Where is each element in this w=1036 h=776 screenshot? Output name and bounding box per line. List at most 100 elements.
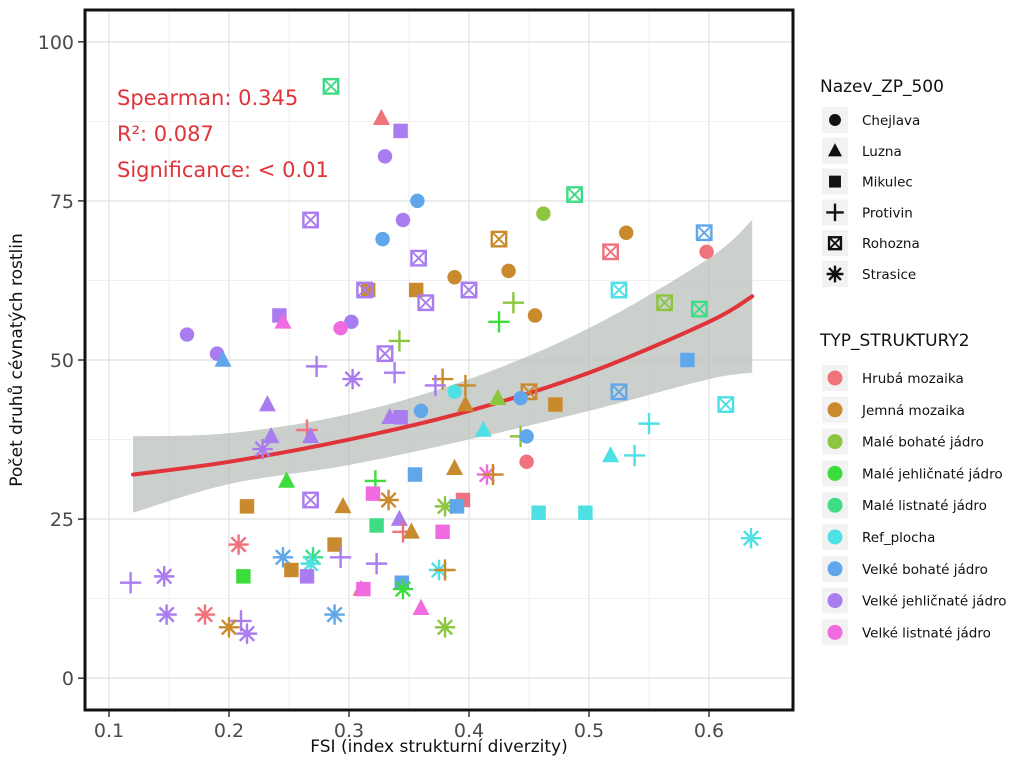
- data-point: [536, 206, 551, 221]
- x-tick-label: 0.5: [574, 720, 604, 742]
- y-tick-label: 50: [50, 350, 74, 372]
- data-point: [262, 426, 280, 444]
- spearman-text: Spearman: 0.345: [117, 86, 298, 110]
- data-point: [417, 294, 435, 312]
- y-tick-label: 25: [50, 509, 74, 531]
- shape-legend-label: Chejlava: [862, 113, 920, 129]
- data-point: [435, 524, 450, 540]
- data-point: [252, 438, 273, 460]
- data-point: [272, 547, 294, 568]
- data-point: [449, 499, 465, 514]
- data-point: [456, 395, 474, 412]
- legend-color-swatch: [827, 529, 843, 545]
- legend-shape-circle: [829, 114, 841, 126]
- data-point: [501, 263, 516, 279]
- data-point: [638, 413, 660, 435]
- data-point: [377, 149, 393, 164]
- color-legend-label: Ref_plocha: [862, 530, 935, 546]
- data-point: [302, 426, 320, 444]
- legend-color-swatch: [827, 402, 843, 418]
- data-point: [434, 496, 456, 517]
- data-point: [610, 383, 628, 401]
- data-point: [154, 566, 175, 587]
- confidence-band: [133, 220, 753, 513]
- color-legend-label: Jemná mozaika: [861, 403, 965, 419]
- data-point: [602, 243, 620, 261]
- data-point: [356, 281, 374, 299]
- data-point: [656, 294, 674, 312]
- data-point: [410, 193, 425, 209]
- data-point: [402, 522, 420, 539]
- data-point: [284, 562, 299, 578]
- legend-shape-triangle: [828, 143, 842, 157]
- shape-legend-title: Nazev_ZP_500: [820, 77, 944, 97]
- data-point: [300, 553, 321, 574]
- data-point: [239, 499, 255, 514]
- data-point: [454, 374, 477, 397]
- data-point: [372, 108, 390, 125]
- color-legend: TYP_STRUKTURY2 Hrubá mozaika Jemná mozaik…: [819, 331, 1007, 646]
- data-point: [342, 368, 363, 390]
- data-point: [434, 559, 456, 581]
- data-point: [214, 350, 232, 367]
- data-point: [344, 314, 359, 330]
- data-point: [393, 123, 408, 139]
- legend-color-swatch: [827, 434, 843, 450]
- plot-frame: [83, 8, 795, 712]
- legend-color-swatch: [827, 593, 843, 609]
- x-tick-label: 0.1: [94, 720, 124, 742]
- data-point: [519, 454, 534, 470]
- data-point: [228, 534, 249, 555]
- y-axis-label: Počet druhů cévnatých rostlin: [7, 233, 27, 487]
- legend-shape-square: [829, 175, 841, 188]
- data-point: [360, 282, 376, 298]
- data-point: [519, 429, 534, 444]
- data-point: [274, 312, 292, 329]
- stats-annotation: Spearman: 0.345 R²: 0.087 Significance: …: [117, 86, 329, 182]
- x-tick-label: 0.2: [214, 720, 244, 742]
- shape-legend-label: Mikulec: [862, 175, 913, 191]
- data-point: [383, 362, 406, 384]
- data-point: [474, 420, 492, 437]
- data-point: [156, 604, 177, 625]
- data-point: [393, 410, 408, 425]
- legend-shape-asterisk: [826, 265, 844, 283]
- data-point: [179, 327, 195, 342]
- color-legend-label: Hrubá mozaika: [862, 371, 964, 387]
- color-legend-label: Velké bohaté jádro: [862, 562, 988, 578]
- data-point: [447, 270, 462, 285]
- data-point: [490, 230, 508, 248]
- data-point: [392, 578, 414, 600]
- data-point: [446, 458, 464, 475]
- data-point: [602, 446, 620, 463]
- data-point: [369, 518, 384, 533]
- data-point: [482, 463, 504, 486]
- shape-legend: Nazev_ZP_500 Chejlava Luzna Mikulec Protivi…: [820, 77, 944, 287]
- data-point: [365, 486, 381, 501]
- legend-color-swatch: [827, 624, 843, 640]
- color-legend-label: Malé listnaté jádro: [862, 498, 987, 514]
- data-point: [375, 231, 390, 247]
- color-legend-label: Malé bohaté jádro: [862, 435, 984, 451]
- data-point: [578, 505, 593, 520]
- data-point: [680, 352, 695, 368]
- data-point: [695, 224, 713, 242]
- color-legend-title: TYP_STRUKTURY2: [819, 331, 970, 351]
- data-point: [434, 617, 456, 638]
- data-point: [119, 572, 142, 594]
- data-point: [447, 384, 462, 400]
- data-point: [236, 623, 258, 644]
- data-point: [424, 374, 447, 397]
- data-point: [378, 489, 399, 511]
- data-point: [329, 546, 352, 568]
- shape-legend-label: Protivin: [862, 205, 913, 221]
- data-point: [327, 537, 342, 552]
- legend-color-swatch: [827, 370, 843, 386]
- data-point: [502, 292, 525, 314]
- data-point: [460, 281, 478, 299]
- legend-color-swatch: [827, 561, 843, 577]
- legend-color-swatch: [827, 465, 843, 481]
- data-point: [356, 581, 371, 597]
